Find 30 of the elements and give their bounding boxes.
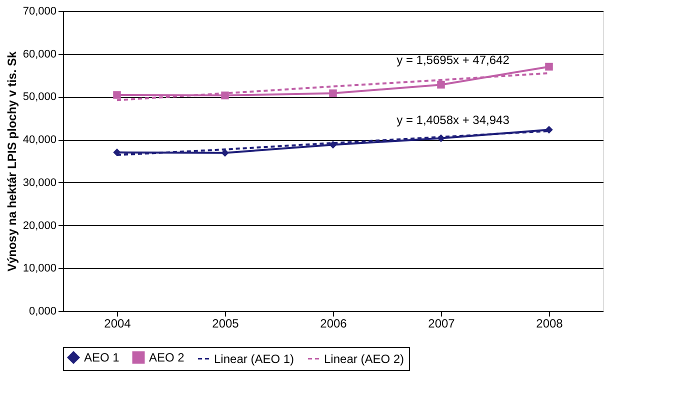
- point: [437, 134, 445, 142]
- y-tick-label: 30,000: [22, 176, 56, 189]
- x-tick-label: 2008: [536, 316, 564, 330]
- point: [437, 80, 445, 89]
- y-tick-label: 40,000: [22, 134, 56, 146]
- y-axis-title: Výnosy na hektár LPIS plochy v tis. Sk: [4, 51, 19, 272]
- point: [545, 126, 553, 134]
- point: [329, 140, 337, 149]
- annotation: y = 1,5695x + 47,642: [396, 53, 510, 67]
- annotation: y = 1,4058x + 34,943: [396, 113, 510, 127]
- point: [545, 62, 553, 71]
- y-tick-label: 50,000: [22, 91, 56, 104]
- y-tick-label: 0,000: [28, 306, 56, 318]
- y-tick-label: 20,000: [22, 220, 56, 232]
- legend-label: AEO 2: [149, 350, 185, 365]
- point: [329, 89, 337, 98]
- point: [113, 148, 121, 156]
- y-tick-label: 70,000: [22, 6, 56, 18]
- point: [221, 92, 229, 100]
- y-tick-label: 60,000: [22, 48, 56, 60]
- legend-label: Linear (AEO 2): [324, 352, 404, 366]
- x-tick-label: 2004: [104, 316, 132, 330]
- legend-label: Linear (AEO 1): [214, 352, 294, 366]
- x-tick-label: 2005: [212, 316, 240, 330]
- y-tick-label: 10,000: [22, 262, 56, 275]
- x-tick-label: 2007: [428, 316, 456, 330]
- point: [221, 148, 229, 157]
- point: [113, 91, 121, 99]
- legend-label: AEO 1: [84, 350, 120, 365]
- x-tick-label: 2006: [320, 316, 348, 330]
